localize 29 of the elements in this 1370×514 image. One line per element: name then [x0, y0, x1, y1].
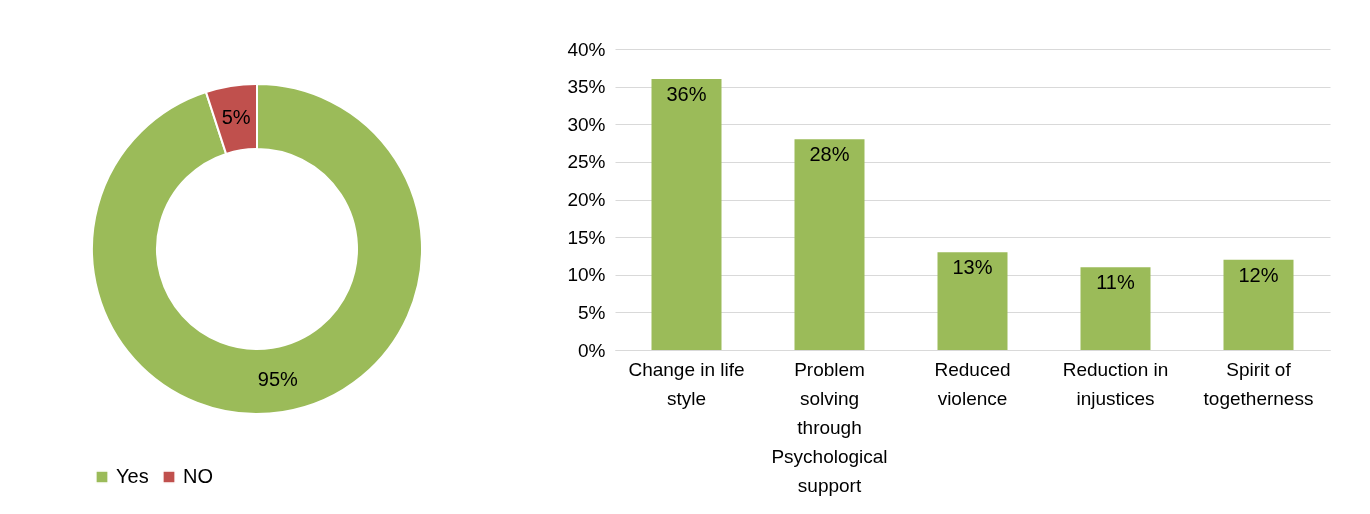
y-tick-label: 25% — [567, 151, 606, 173]
x-tick-label: Problem solving through Psychological support — [771, 358, 888, 496]
bar — [651, 79, 722, 350]
bar — [937, 252, 1008, 350]
legend-label: Yes — [116, 465, 149, 487]
data-label: 11% — [1096, 271, 1135, 294]
y-tick-label: 5% — [578, 301, 606, 323]
y-tick-label: 0% — [578, 339, 606, 361]
x-tick-label: Spirit of togetherness — [1203, 358, 1314, 409]
y-tick-label: 40% — [567, 38, 606, 60]
data-label: 13% — [952, 256, 993, 279]
x-tick-label: Reduction in injustices — [1062, 358, 1169, 409]
y-tick-label: 20% — [567, 189, 606, 210]
donut-slice — [91, 83, 423, 415]
data-label: 95% — [257, 368, 299, 391]
legend-label: NO — [183, 465, 213, 487]
y-tick-label: 10% — [567, 264, 606, 286]
x-tick-label: Change in life style — [628, 358, 745, 409]
data-label: 36% — [666, 83, 707, 106]
data-label: 28% — [809, 143, 850, 166]
bar — [1080, 267, 1151, 350]
bar — [1223, 259, 1294, 350]
x-tick-label: Reduced violence — [934, 358, 1011, 409]
y-tick-label: 15% — [567, 226, 606, 248]
data-label: 5% — [221, 105, 251, 128]
bar — [794, 139, 865, 350]
y-tick-label: 30% — [567, 113, 606, 135]
data-label: 12% — [1238, 263, 1279, 286]
y-tick-label: 35% — [567, 76, 606, 98]
